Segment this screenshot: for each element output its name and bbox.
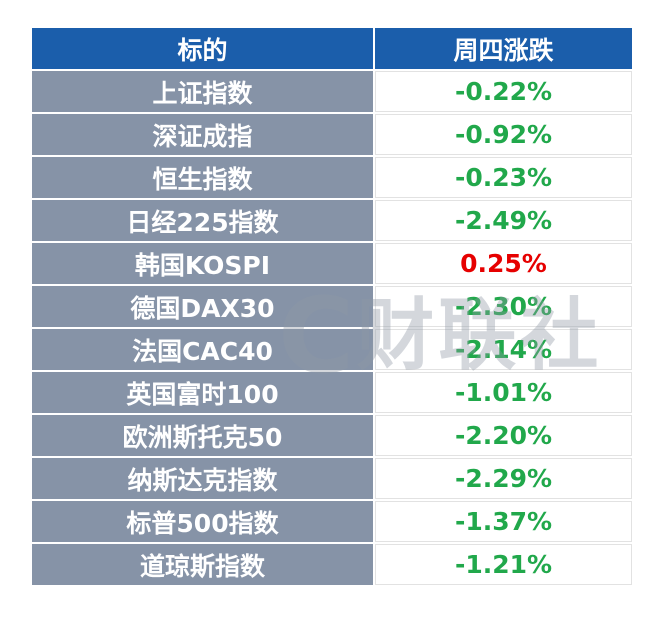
index-change: -2.14% — [373, 327, 634, 372]
index-name: 日经225指数 — [30, 198, 375, 243]
index-name: 欧洲斯托克50 — [30, 413, 375, 458]
index-name: 法国CAC40 — [30, 327, 375, 372]
table-row: 标普500指数 -1.37% — [30, 499, 634, 544]
index-change: -0.23% — [373, 155, 634, 200]
index-name: 纳斯达克指数 — [30, 456, 375, 501]
index-name: 深证成指 — [30, 112, 375, 157]
table-row: 韩国KOSPI 0.25% — [30, 241, 634, 286]
header-thursday-change: 周四涨跌 — [373, 26, 634, 71]
table-row: 英国富时100 -1.01% — [30, 370, 634, 415]
index-change: -0.92% — [373, 112, 634, 157]
index-change: -2.49% — [373, 198, 634, 243]
table-row: 道琼斯指数 -1.21% — [30, 542, 634, 587]
index-change: -2.20% — [373, 413, 634, 458]
table-row: 恒生指数 -0.23% — [30, 155, 634, 200]
index-change: -1.21% — [373, 542, 634, 587]
index-name: 德国DAX30 — [30, 284, 375, 329]
index-name: 韩国KOSPI — [30, 241, 375, 286]
index-change: -1.01% — [373, 370, 634, 415]
index-name: 上证指数 — [30, 69, 375, 114]
index-name: 道琼斯指数 — [30, 542, 375, 587]
table-row: 欧洲斯托克50 -2.20% — [30, 413, 634, 458]
index-change: -2.29% — [373, 456, 634, 501]
table-row: 上证指数 -0.22% — [30, 69, 634, 114]
index-name: 恒生指数 — [30, 155, 375, 200]
index-change: -0.22% — [373, 69, 634, 114]
table-row: 德国DAX30 -2.30% — [30, 284, 634, 329]
index-name: 英国富时100 — [30, 370, 375, 415]
index-change: -1.37% — [373, 499, 634, 544]
header-row: 标的 周四涨跌 — [30, 26, 634, 71]
index-change: 0.25% — [373, 241, 634, 286]
table-row: 法国CAC40 -2.14% — [30, 327, 634, 372]
header-target: 标的 — [30, 26, 375, 71]
table-row: 日经225指数 -2.49% — [30, 198, 634, 243]
market-change-table: 标的 周四涨跌 上证指数 -0.22% 深证成指 -0.92% 恒生指数 -0.… — [30, 26, 634, 587]
table-row: 纳斯达克指数 -2.29% — [30, 456, 634, 501]
index-name: 标普500指数 — [30, 499, 375, 544]
table-row: 深证成指 -0.92% — [30, 112, 634, 157]
index-change: -2.30% — [373, 284, 634, 329]
